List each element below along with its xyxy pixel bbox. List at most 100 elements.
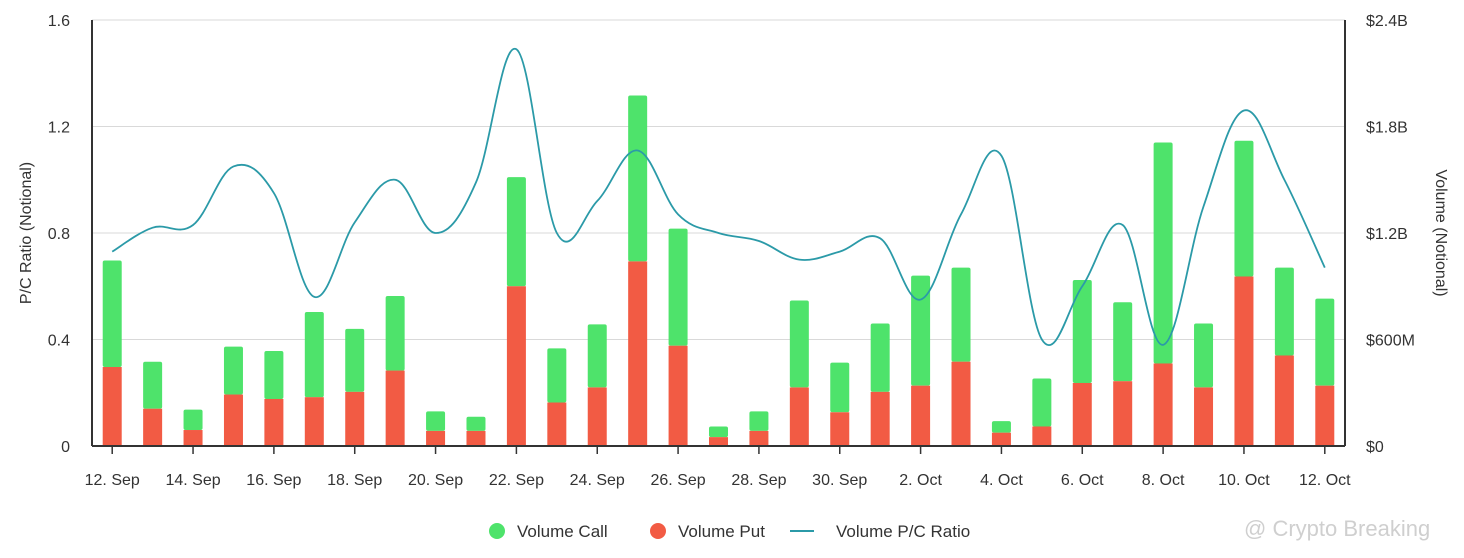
x-tick-label: 24. Sep	[570, 472, 625, 489]
legend-item: Volume P/C Ratio	[790, 522, 970, 541]
bar-call	[911, 275, 931, 386]
bar-call	[789, 300, 809, 388]
x-axis-ticks: 12. Sep 14. Sep 16. Sep 18. Sep 20. Sep 22. S…	[85, 446, 1351, 489]
bar-call	[143, 361, 163, 409]
x-tick-label: 30. Sep	[812, 472, 867, 489]
x-tick-label: 14. Sep	[165, 472, 220, 489]
bar-put	[911, 385, 931, 446]
bar-call	[385, 296, 405, 371]
bar-call	[547, 348, 567, 403]
bar-call	[1153, 142, 1173, 364]
bar-put	[506, 286, 526, 446]
watermark-text: @ Crypto Breaking	[1244, 516, 1430, 541]
x-tick-label: 22. Sep	[489, 472, 544, 489]
y-right-tick-label: $600M	[1366, 333, 1415, 350]
x-tick-label: 16. Sep	[246, 472, 301, 489]
x-tick-label: 12. Oct	[1299, 472, 1351, 489]
bar-call	[951, 267, 971, 362]
legend-label: Volume Put	[678, 522, 765, 541]
bar-call	[1072, 280, 1092, 383]
bar-call	[426, 411, 446, 431]
y-right-axis-title: Volume (Notional)	[1432, 169, 1449, 296]
bar-call	[870, 323, 890, 392]
bar-call	[587, 324, 607, 388]
bar-put	[1234, 276, 1254, 446]
x-tick-label: 2. Oct	[899, 472, 942, 489]
bar-put	[385, 370, 405, 446]
bar-put	[426, 430, 446, 446]
bars-layer	[102, 95, 1335, 446]
y-left-tick-label: 0.8	[48, 226, 70, 243]
y-right-tick-label: $1.8B	[1366, 120, 1408, 137]
legend-marker	[489, 523, 505, 539]
bar-call	[102, 260, 122, 368]
y-left-tick-label: 1.2	[48, 120, 70, 137]
bar-put	[102, 367, 122, 446]
bar-call	[668, 228, 688, 346]
bar-call	[749, 411, 769, 431]
bar-put	[789, 387, 809, 446]
legend-item: Volume Put	[650, 522, 765, 541]
bar-call	[628, 95, 648, 262]
bar-call	[345, 328, 365, 392]
bar-call	[183, 409, 203, 431]
bar-call	[709, 426, 728, 438]
bar-put	[1194, 387, 1214, 446]
y-left-tick-label: 0	[61, 439, 70, 456]
bar-call	[830, 362, 850, 413]
bar-put	[1315, 385, 1335, 446]
y-left-axis-title: P/C Ratio (Notional)	[18, 162, 35, 304]
bar-put	[830, 412, 850, 446]
x-tick-label: 28. Sep	[731, 472, 786, 489]
y-right-tick-label: $1.2B	[1366, 226, 1408, 243]
bar-call	[466, 416, 486, 431]
bar-put	[304, 397, 324, 446]
y-right-tick-label: $2.4B	[1366, 13, 1408, 30]
left-axis-ticks: 0 0.4 0.8 1.2 1.6	[48, 13, 70, 456]
y-left-tick-label: 1.6	[48, 13, 70, 30]
axes	[91, 20, 1346, 447]
legend-label: Volume Call	[517, 522, 608, 541]
bar-put	[345, 391, 365, 446]
bar-put	[1153, 363, 1173, 446]
bar-put	[870, 391, 890, 446]
y-right-tick-label: $0	[1366, 439, 1384, 456]
bar-call	[1274, 267, 1294, 356]
x-tick-label: 4. Oct	[980, 472, 1023, 489]
bar-put	[466, 430, 486, 446]
bar-put	[1113, 381, 1133, 446]
x-tick-label: 26. Sep	[651, 472, 706, 489]
bar-call	[1194, 323, 1214, 388]
bar-put	[709, 437, 728, 446]
legend-label: Volume P/C Ratio	[836, 522, 970, 541]
bar-put	[143, 408, 163, 446]
x-tick-label: 12. Sep	[85, 472, 140, 489]
legend-marker	[650, 523, 666, 539]
x-tick-label: 6. Oct	[1061, 472, 1104, 489]
bar-call	[1234, 140, 1254, 277]
bar-put	[587, 387, 607, 446]
bar-put	[223, 394, 243, 446]
bar-put	[1274, 355, 1294, 446]
bar-put	[183, 430, 203, 446]
legend: Volume Call Volume Put Volume P/C Ratio	[489, 522, 970, 541]
bar-put	[668, 345, 688, 446]
bar-put	[628, 261, 648, 446]
bar-call	[304, 311, 324, 398]
bar-put	[951, 361, 971, 446]
grid-lines	[92, 19, 1345, 340]
bar-call	[1032, 378, 1052, 427]
bar-call	[506, 177, 526, 287]
legend-item: Volume Call	[489, 522, 608, 541]
right-axis-ticks: $0 $600M $1.2B $1.8B $2.4B	[1366, 13, 1415, 456]
bar-put	[547, 402, 567, 446]
x-tick-label: 20. Sep	[408, 472, 463, 489]
bar-call	[1315, 298, 1335, 386]
bar-put	[991, 432, 1011, 446]
line-layer	[111, 48, 1326, 347]
bar-call	[264, 351, 284, 399]
pc-ratio-line	[111, 48, 1326, 347]
bar-call	[223, 346, 243, 395]
